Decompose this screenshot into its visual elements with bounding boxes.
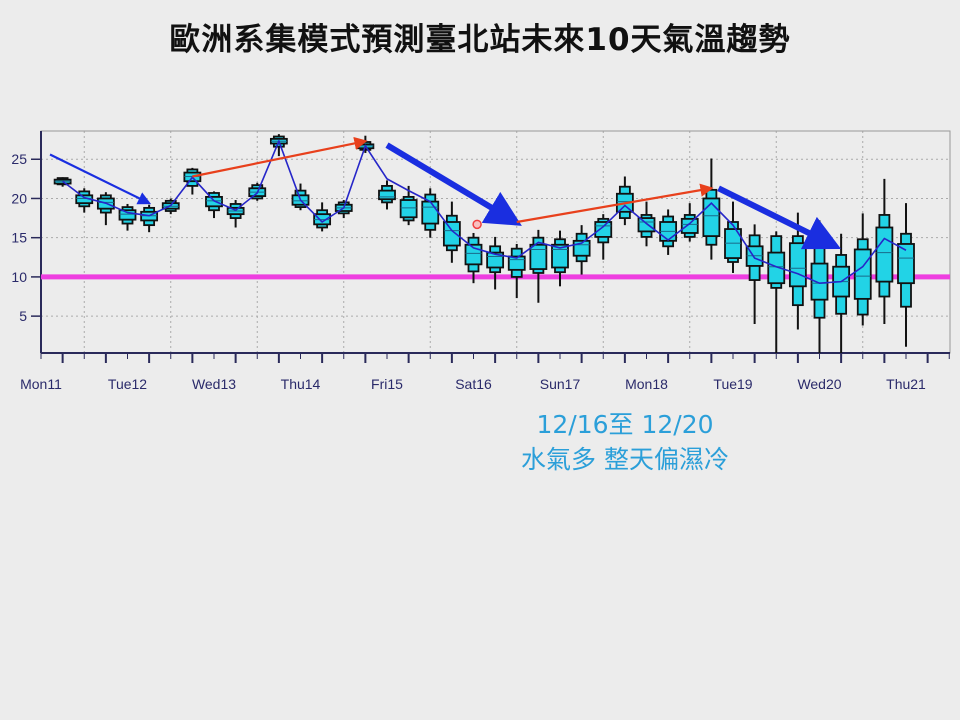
trend-down-arrow — [49, 153, 152, 205]
x-tick-label-wed13: Wed13 — [192, 376, 236, 392]
box-plot-item — [659, 209, 678, 255]
y-tick-label: 25 — [11, 151, 27, 167]
x-tick-label-tue12: Tue12 — [108, 376, 147, 392]
box-q1-q3 — [637, 217, 656, 233]
box-plot-item — [399, 185, 418, 226]
box-plot-item — [226, 200, 245, 228]
box-q1-q3 — [853, 248, 872, 300]
box-plot-item — [96, 192, 115, 226]
box-q1-q3 — [897, 243, 915, 285]
box-q1-q3 — [118, 209, 137, 221]
box-plot-item — [788, 212, 807, 330]
x-tick-label-sun17: Sun17 — [540, 376, 581, 392]
y-tick-label: 10 — [11, 269, 27, 285]
box-plot-item — [897, 203, 915, 347]
mean-line — [62, 139, 907, 284]
x-tick-label-wed20: Wed20 — [797, 376, 841, 392]
pointer-dot — [472, 219, 482, 230]
box-q1-q3 — [399, 199, 418, 219]
box-q1-q3 — [767, 251, 786, 285]
box-q1-q3 — [442, 221, 461, 247]
box-plot-item — [724, 201, 742, 273]
box-plot-item — [75, 188, 94, 213]
x-tick-label-thu21: Thu21 — [886, 376, 926, 392]
box-q1-q3 — [378, 189, 396, 201]
y-tick-label: 15 — [11, 230, 27, 246]
box-q1-q3 — [810, 262, 829, 301]
box-plot-item — [875, 178, 894, 324]
box-plot-item — [853, 213, 872, 326]
chart-title: 歐洲系集模式預測臺北站未來10天氣溫趨勢 — [169, 22, 791, 58]
box-q1-q3 — [551, 243, 569, 269]
box-plot-item — [421, 188, 440, 238]
box-plot-item — [356, 135, 375, 153]
box-plot-item — [313, 202, 332, 232]
box-plot-item — [334, 200, 353, 219]
box-plot-item — [464, 232, 483, 284]
box-q1-q3 — [529, 243, 548, 270]
y-tick-label: 20 — [11, 190, 27, 206]
box-q1-q3 — [788, 242, 807, 288]
box-plot-item — [572, 225, 591, 275]
box-plot-item — [767, 231, 786, 353]
box-plot-item — [615, 176, 634, 226]
box-plot-item — [745, 224, 764, 324]
trend-down-arrow — [717, 185, 842, 250]
box-plot-item — [832, 233, 851, 353]
box-plot-item — [637, 201, 656, 247]
note-description: 水氣多 整天偏濕冷 — [521, 445, 729, 474]
trend-down-arrow — [385, 142, 522, 226]
trend-up-arrow — [192, 136, 368, 178]
x-tick-label-sat16: Sat16 — [455, 376, 492, 392]
box-plot-item — [486, 236, 505, 290]
x-tick-label-tue19: Tue19 — [713, 376, 752, 392]
y-tick-label: 5 — [19, 308, 27, 324]
box-q1-q3 — [594, 221, 613, 238]
box-plot-item — [507, 243, 526, 299]
box-q1-q3 — [875, 226, 894, 283]
box-q1-q3 — [421, 200, 440, 225]
box-plot-item — [183, 167, 202, 195]
x-tick-label-thu14: Thu14 — [281, 376, 321, 392]
box-plot-item — [442, 201, 461, 263]
note-date-range: 12/16至 12/20 — [536, 410, 714, 439]
box-plot-item — [680, 203, 699, 242]
box-plot-item — [378, 180, 396, 210]
box-q1-q3 — [680, 217, 699, 234]
box-plot-item — [529, 229, 548, 303]
box-plot-item — [551, 230, 569, 287]
x-tick-label-fri15: Fri15 — [371, 376, 403, 392]
box-plot-item — [140, 204, 159, 233]
boxes — [53, 134, 915, 353]
x-tick-label-mon11: Mon11 — [20, 376, 62, 392]
box-plot-item — [118, 203, 137, 231]
x-tick-label-mon18: Mon18 — [625, 376, 668, 392]
trend-up-arrow — [516, 183, 714, 224]
box-plot-item — [594, 214, 613, 260]
